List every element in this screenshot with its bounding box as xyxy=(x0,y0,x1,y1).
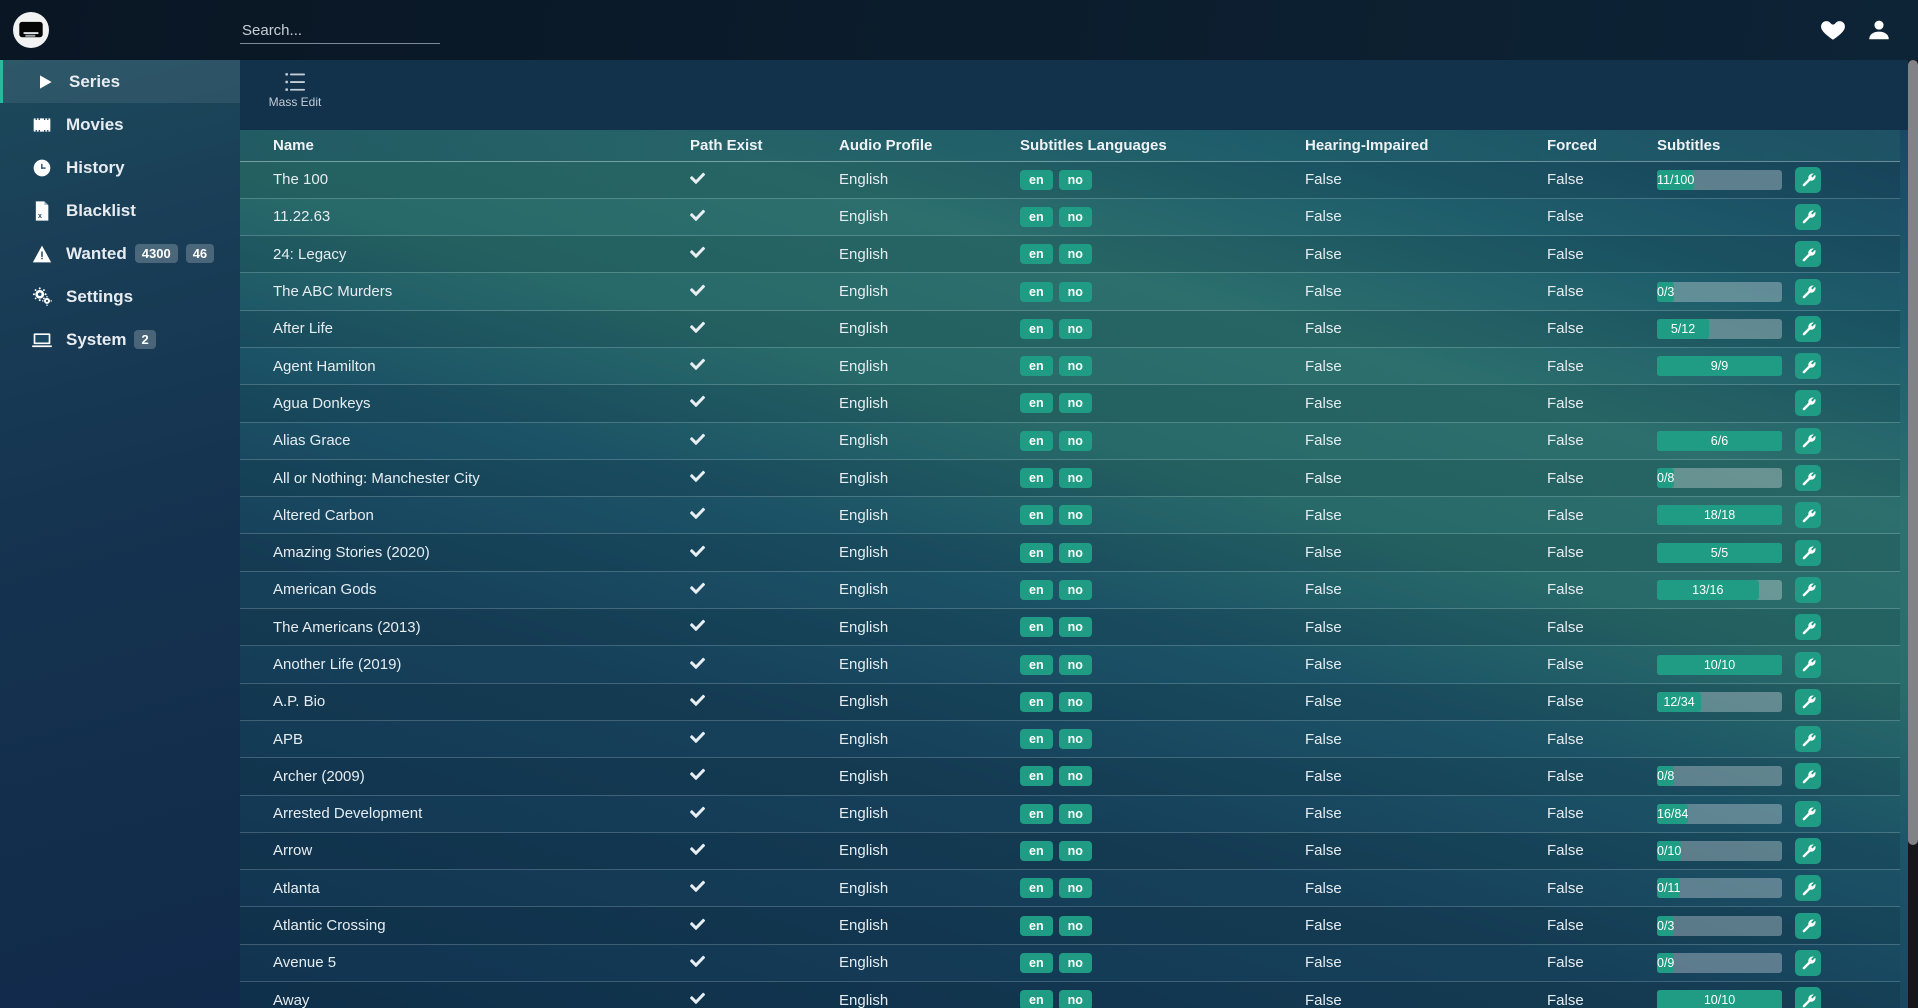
svg-text:x: x xyxy=(38,212,42,219)
